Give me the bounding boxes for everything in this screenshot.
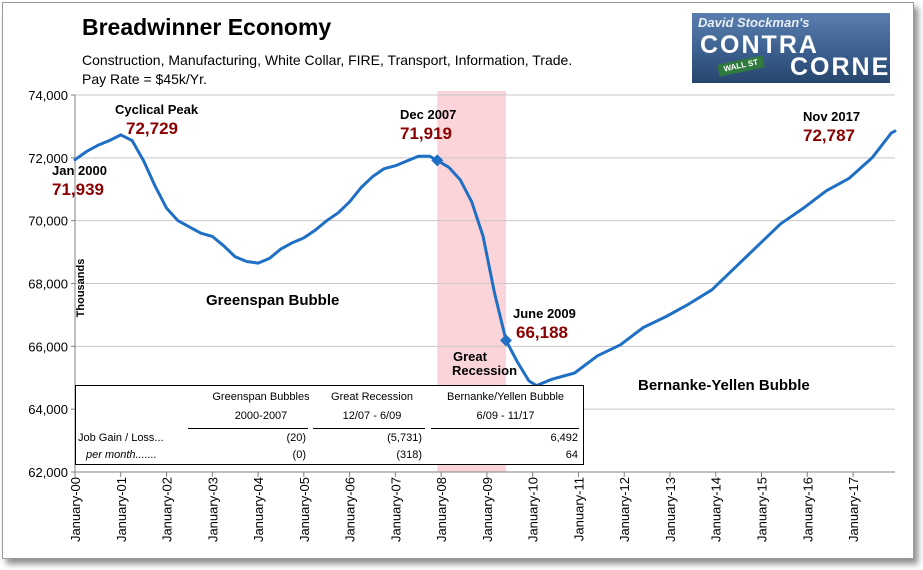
data-marker: [499, 334, 512, 347]
stats-col-header-1: Greenspan Bubbles: [212, 391, 310, 403]
stats-col-underline-3: [431, 428, 579, 429]
y-tick-label: 72,000: [28, 151, 68, 166]
x-tick-label: January-09: [480, 477, 495, 542]
y-axis-label: Thousands: [75, 258, 87, 318]
stats-col-period-3: 6/09 - 11/17: [476, 410, 535, 422]
job-stats-table: Greenspan Bubbles 2000-2007 Great Recess…: [75, 385, 584, 465]
chart-subtitle-1: Construction, Manufacturing, White Colla…: [82, 52, 573, 68]
stats-col-period-2: 12/07 - 6/09: [342, 410, 402, 422]
chart-title: Breadwinner Economy: [82, 14, 332, 40]
stats-cell: 6,492: [550, 432, 578, 444]
contra-corner-logo: David Stockman's CONTRA CORNER WALL ST: [692, 13, 890, 83]
stats-cell: (0): [292, 449, 306, 461]
stats-cell: 64: [565, 449, 578, 461]
stats-cell: (5,731): [387, 432, 422, 444]
x-tick-label: January-15: [755, 477, 770, 542]
stats-cell: (20): [286, 432, 306, 444]
annotation-value-jan-2000: 71,939: [52, 180, 104, 199]
x-tick-label: January-04: [251, 477, 266, 542]
annotation-label-june-2009: June 2009: [513, 306, 576, 321]
x-tick-label: January-11: [571, 477, 586, 541]
x-tick-label: January-03: [205, 477, 220, 542]
annotation-value-june-2009: 66,188: [516, 323, 568, 342]
annotation-label-jan-2000: Jan 2000: [52, 163, 107, 178]
annotation-value-dec-2007: 71,919: [400, 124, 452, 143]
stats-row-label-2: per month.......: [86, 449, 157, 461]
recession-label-line-2: Recession: [452, 363, 518, 378]
x-tick-label: January-02: [160, 477, 175, 542]
x-tick-label: January-08: [434, 477, 449, 542]
logo-line-3: CORNER: [790, 53, 890, 81]
stats-row-label-1: Job Gain / Loss...: [78, 432, 164, 444]
y-tick-label: 70,000: [28, 214, 68, 229]
annotation-label-cyclical-peak: Cyclical Peak: [115, 102, 199, 117]
data-marker: [431, 154, 444, 167]
logo-line-1: David Stockman's: [698, 15, 810, 30]
x-tick-label: January-16: [800, 477, 815, 542]
stats-col-header-3: Bernanke/Yellen Bubble: [446, 391, 565, 403]
annotation-value-nov-2017: 72,787: [803, 126, 855, 145]
x-tick-label: January-14: [709, 477, 724, 542]
y-tick-label: 68,000: [28, 277, 68, 292]
chart-subtitle-2: Pay Rate = $45k/Yr.: [82, 71, 207, 87]
annotation-label-nov-2017: Nov 2017: [803, 109, 861, 124]
stats-col-period-1: 2000-2007: [234, 410, 288, 422]
region-label-greenspan-bubble: Greenspan Bubble: [206, 292, 340, 309]
stats-col-underline-1: [188, 428, 308, 429]
y-tick-label: 64,000: [28, 402, 68, 417]
stats-col-underline-2: [313, 428, 425, 429]
x-tick-label: January-12: [617, 477, 632, 542]
series-line: [73, 129, 897, 388]
logo-line-2: CONTRA: [700, 31, 819, 59]
stats-col-header-2: Great Recession: [331, 391, 413, 403]
x-tick-label: January-07: [388, 477, 403, 542]
annotation-value-cyclical-peak: 72,729: [126, 119, 178, 138]
recession-label-line-1: Great: [453, 349, 487, 364]
x-tick-label: January-00: [68, 477, 83, 542]
y-tick-label: 62,000: [28, 465, 68, 480]
annotation-label-dec-2007: Dec 2007: [400, 107, 457, 122]
x-tick-label: January-01: [114, 477, 129, 542]
region-label-bernanke-yellen-bubble: Bernanke-Yellen Bubble: [638, 377, 810, 394]
x-tick-label: January-17: [846, 477, 861, 542]
x-tick-label: January-06: [343, 477, 358, 542]
x-tick-label: January-13: [663, 477, 678, 542]
stats-cell: (318): [396, 449, 422, 461]
x-tick-label: January-10: [526, 477, 541, 542]
x-tick-label: January-05: [297, 477, 312, 542]
y-tick-label: 74,000: [28, 88, 68, 103]
y-tick-label: 66,000: [28, 339, 68, 354]
